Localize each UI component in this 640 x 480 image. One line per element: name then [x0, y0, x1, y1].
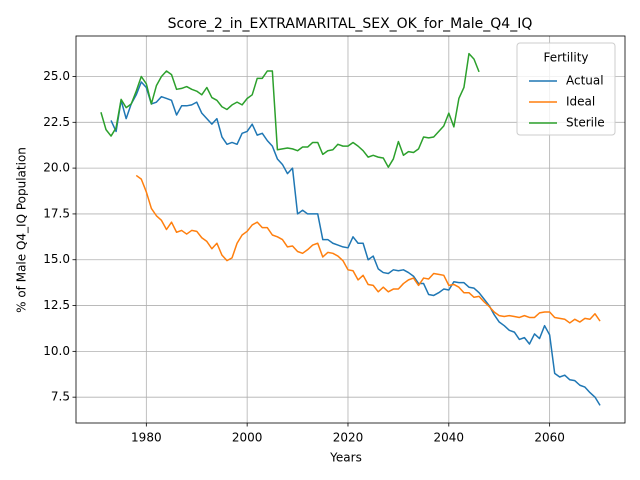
legend-label: Actual — [566, 74, 604, 88]
x-tick-label: 2040 — [434, 431, 465, 445]
line-series — [135, 174, 601, 324]
legend-label: Sterile — [566, 116, 605, 130]
legend-title: Fertility — [543, 51, 588, 65]
y-tick-label: 12.5 — [43, 298, 70, 312]
legend-box — [516, 42, 616, 136]
plot-frame — [75, 35, 626, 424]
x-tick-label: 2020 — [333, 431, 364, 445]
line-series — [100, 52, 480, 168]
y-tick-label: 22.5 — [43, 115, 70, 129]
line-series — [110, 81, 601, 406]
x-tick-label: 2000 — [232, 431, 263, 445]
y-tick-label: 25.0 — [43, 69, 70, 83]
x-tick-label: 1980 — [131, 431, 162, 445]
y-tick-label: 10.0 — [43, 344, 70, 358]
y-tick-label: 20.0 — [43, 161, 70, 175]
legend-label: Ideal — [566, 95, 595, 109]
x-axis-label: Years — [329, 451, 362, 465]
y-axis-label: % of Male Q4_IQ Population — [15, 147, 29, 313]
chart-title: Score_2_in_EXTRAMARITAL_SEX_OK_for_Male_… — [168, 16, 533, 32]
y-tick-label: 7.5 — [51, 390, 70, 404]
y-tick-label: 15.0 — [43, 252, 70, 266]
x-tick-label: 2060 — [534, 431, 565, 445]
y-tick-label: 17.5 — [43, 206, 70, 220]
